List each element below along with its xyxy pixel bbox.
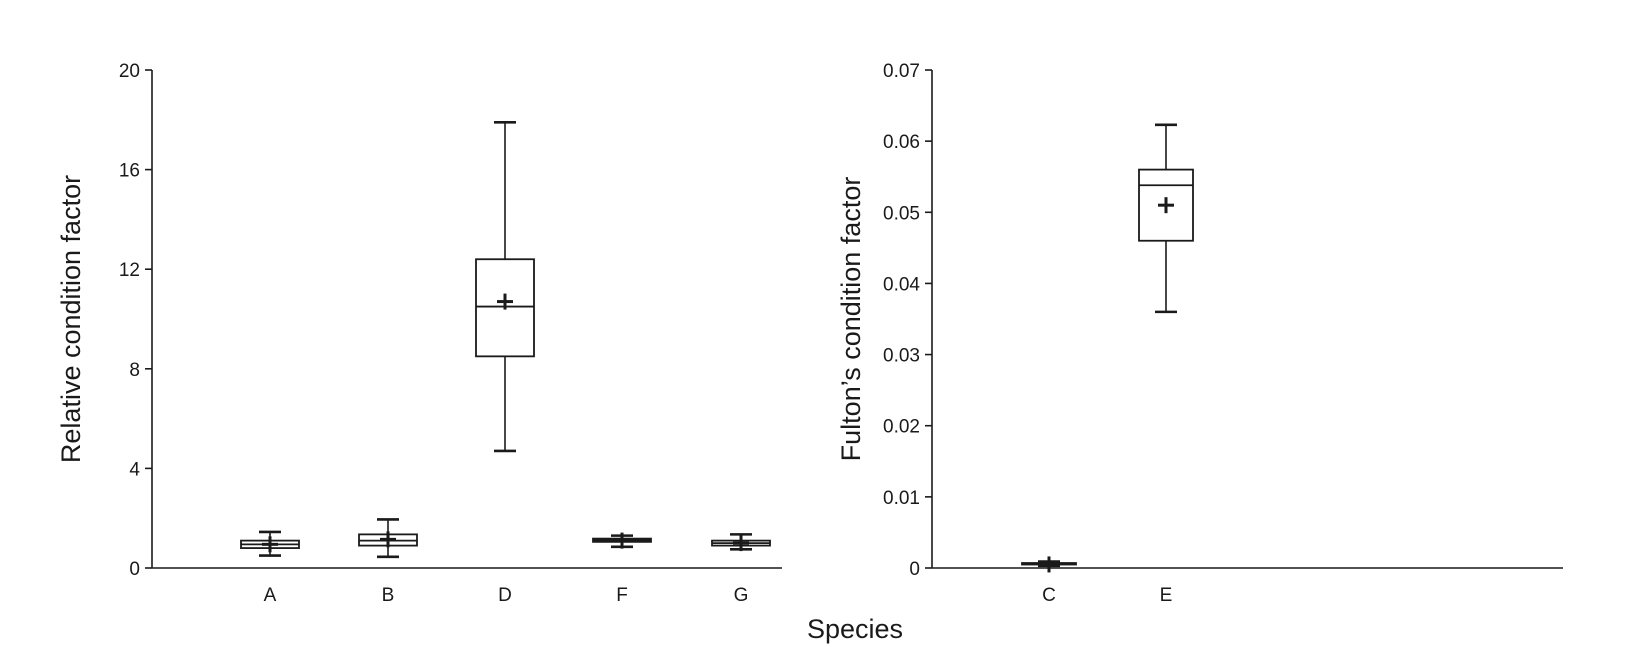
box-e xyxy=(1138,123,1194,314)
x-tick-label-c: C xyxy=(1042,585,1056,606)
box-b xyxy=(358,518,418,559)
y-axis-title-right: Fulton’s condition factor xyxy=(836,177,866,462)
chart-relative-condition-factor: Relative condition factor 0 4 8 12 16 20 A B D F… xyxy=(56,61,782,606)
chart-fultons-condition-factor: Fulton’s condition factor 00.010.020.030… xyxy=(836,61,1563,606)
box-a xyxy=(240,530,300,557)
x-tick-label-d: D xyxy=(498,585,512,606)
box-g xyxy=(711,533,771,552)
y-tick-label: 0 xyxy=(129,559,140,580)
y-ticks-right: 0 0.01 0.02 0.03 0.04 0.05 0.06 0.07 xyxy=(883,61,932,580)
y-axis-title-left: Relative condition factor xyxy=(56,175,86,463)
box-c xyxy=(1021,556,1077,573)
y-ticks-left: 0 4 8 12 16 20 xyxy=(119,61,152,580)
x-tick-label-b: B xyxy=(382,585,395,606)
y-tick-label: 0.04 xyxy=(883,274,920,295)
x-axis-title: Species xyxy=(807,614,903,644)
y-tick-label: 20 xyxy=(119,61,140,82)
y-tick-label: 0.02 xyxy=(883,417,920,438)
x-tick-label-a: A xyxy=(264,585,277,606)
y-tick-label: 4 xyxy=(129,459,140,480)
y-tick-label: 0.01 xyxy=(883,488,920,509)
y-tick-label: 0.03 xyxy=(883,346,920,367)
x-tick-label-f: F xyxy=(616,585,628,606)
y-tick-label: 0.07 xyxy=(883,61,920,82)
y-tick-label: 16 xyxy=(119,161,140,182)
x-tick-label-g: G xyxy=(734,585,749,606)
y-tick-label: 8 xyxy=(129,360,140,381)
boxes-left xyxy=(240,120,771,559)
boxes-right xyxy=(1021,123,1194,573)
x-tick-label-e: E xyxy=(1160,585,1173,606)
box-d xyxy=(475,120,535,453)
y-tick-label: 0 xyxy=(909,559,920,580)
y-tick-label: 0.06 xyxy=(883,132,920,153)
y-tick-label: 0.05 xyxy=(883,203,920,224)
box-f xyxy=(592,532,652,549)
y-tick-label: 12 xyxy=(119,260,140,281)
